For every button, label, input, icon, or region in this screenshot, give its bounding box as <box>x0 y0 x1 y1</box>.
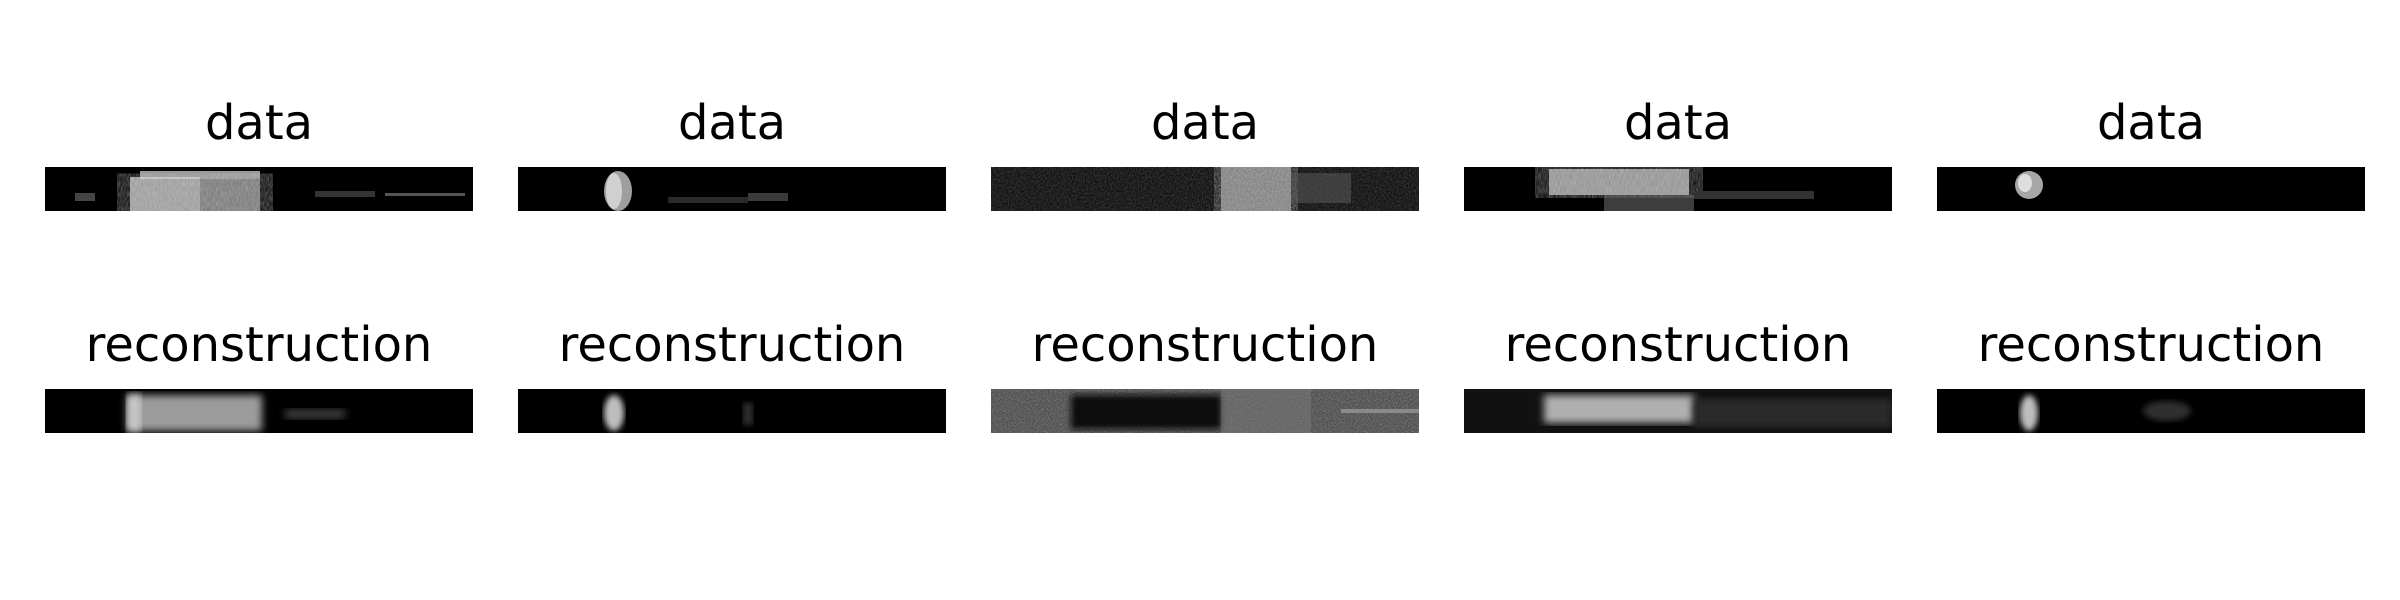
reconstruction-image-2 <box>518 389 946 433</box>
reconstruction-image-5 <box>1937 389 2365 433</box>
panel-title: reconstruction <box>85 317 433 373</box>
data-image-2 <box>518 167 946 211</box>
panel-title: data <box>677 95 787 151</box>
data-image-5 <box>1937 167 2365 211</box>
panel-title: reconstruction <box>558 317 906 373</box>
panel-title: reconstruction <box>1977 317 2325 373</box>
reconstruction-image-1 <box>45 389 473 433</box>
reconstruction-image-3 <box>991 389 1419 433</box>
panel-title: reconstruction <box>1031 317 1379 373</box>
data-image-4 <box>1464 167 1892 211</box>
reconstruction-image-4 <box>1464 389 1892 433</box>
panel-title: data <box>2096 95 2206 151</box>
data-image-3 <box>991 167 1419 211</box>
panel-title: reconstruction <box>1504 317 1852 373</box>
data-image-1 <box>45 167 473 211</box>
panel-title: data <box>1623 95 1733 151</box>
panel-title: data <box>1150 95 1260 151</box>
panel-title: data <box>204 95 314 151</box>
